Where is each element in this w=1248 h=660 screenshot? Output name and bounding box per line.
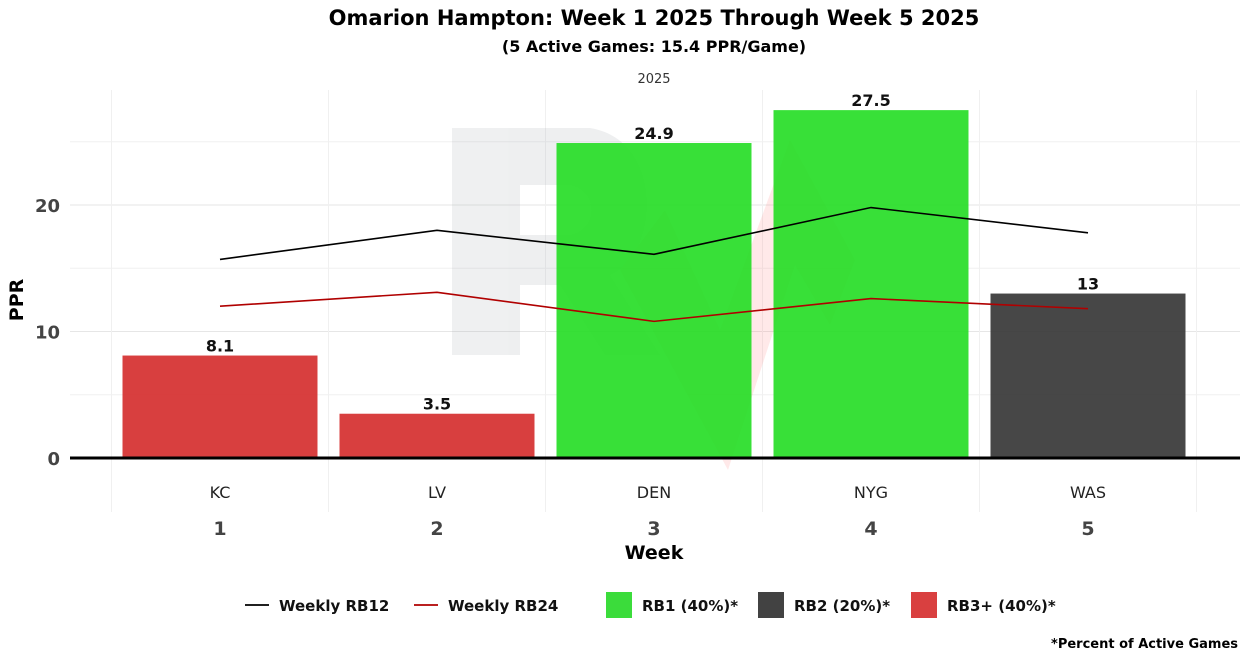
line-weekly-rb24	[219, 291, 1089, 323]
chart-title: Omarion Hampton: Week 1 2025 Through Wee…	[329, 6, 980, 30]
value-label-week-1: 8.1	[206, 337, 234, 356]
legend-swatch-3	[758, 592, 784, 618]
team-label-week-1: KC	[210, 483, 231, 502]
bars	[122, 110, 1186, 458]
value-label-week-2: 3.5	[423, 395, 451, 414]
y-axis-ticks: 0 10 20	[35, 196, 60, 470]
legend-label-3: RB2 (20%)*	[794, 597, 890, 615]
line-weekly-rb12	[219, 206, 1089, 261]
chart-subtitle: (5 Active Games: 15.4 PPR/Game)	[502, 37, 806, 56]
legend-label-0: Weekly RB12	[279, 597, 389, 615]
week-tick-2: 2	[430, 518, 443, 540]
value-label-week-5: 13	[1077, 275, 1099, 294]
team-label-week-2: LV	[428, 483, 446, 502]
value-labels: 8.1 3.5 24.9 27.5 13	[206, 91, 1099, 414]
bar-week-2	[339, 413, 535, 458]
bar-week-3	[556, 143, 752, 458]
value-label-week-3: 24.9	[634, 124, 673, 143]
y-axis-title: PPR	[6, 278, 28, 321]
y-tick-0: 0	[47, 449, 60, 470]
y-tick-20: 20	[35, 196, 60, 217]
value-label-week-4: 27.5	[851, 91, 890, 110]
legend: Weekly RB12 Weekly RB24 RB1 (40%)* RB2 (20%…	[245, 592, 1056, 618]
week-tick-3: 3	[647, 518, 660, 540]
bar-week-5	[990, 293, 1186, 458]
bar-week-1	[122, 355, 318, 458]
bar-week-4	[773, 110, 969, 458]
reference-lines	[219, 206, 1089, 323]
footnote: *Percent of Active Games	[1051, 637, 1238, 652]
team-label-week-5: WAS	[1070, 483, 1106, 502]
legend-label-1: Weekly RB24	[448, 597, 558, 615]
x-axis-title: Week	[625, 542, 684, 564]
facet-label: 2025	[637, 72, 670, 87]
legend-label-4: RB3+ (40%)*	[947, 597, 1056, 615]
legend-label-2: RB1 (40%)*	[642, 597, 738, 615]
y-tick-10: 10	[35, 323, 60, 344]
team-label-week-4: NYG	[854, 483, 888, 502]
week-tick-5: 5	[1081, 518, 1094, 540]
week-tick-4: 4	[864, 518, 877, 540]
x-axis-labels: KC 1 LV 2 DEN 3 NYG 4 WAS 5	[210, 483, 1106, 540]
legend-swatch-2	[606, 592, 632, 618]
week-tick-1: 1	[213, 518, 226, 540]
team-label-week-3: DEN	[637, 483, 671, 502]
legend-swatch-4	[911, 592, 937, 618]
